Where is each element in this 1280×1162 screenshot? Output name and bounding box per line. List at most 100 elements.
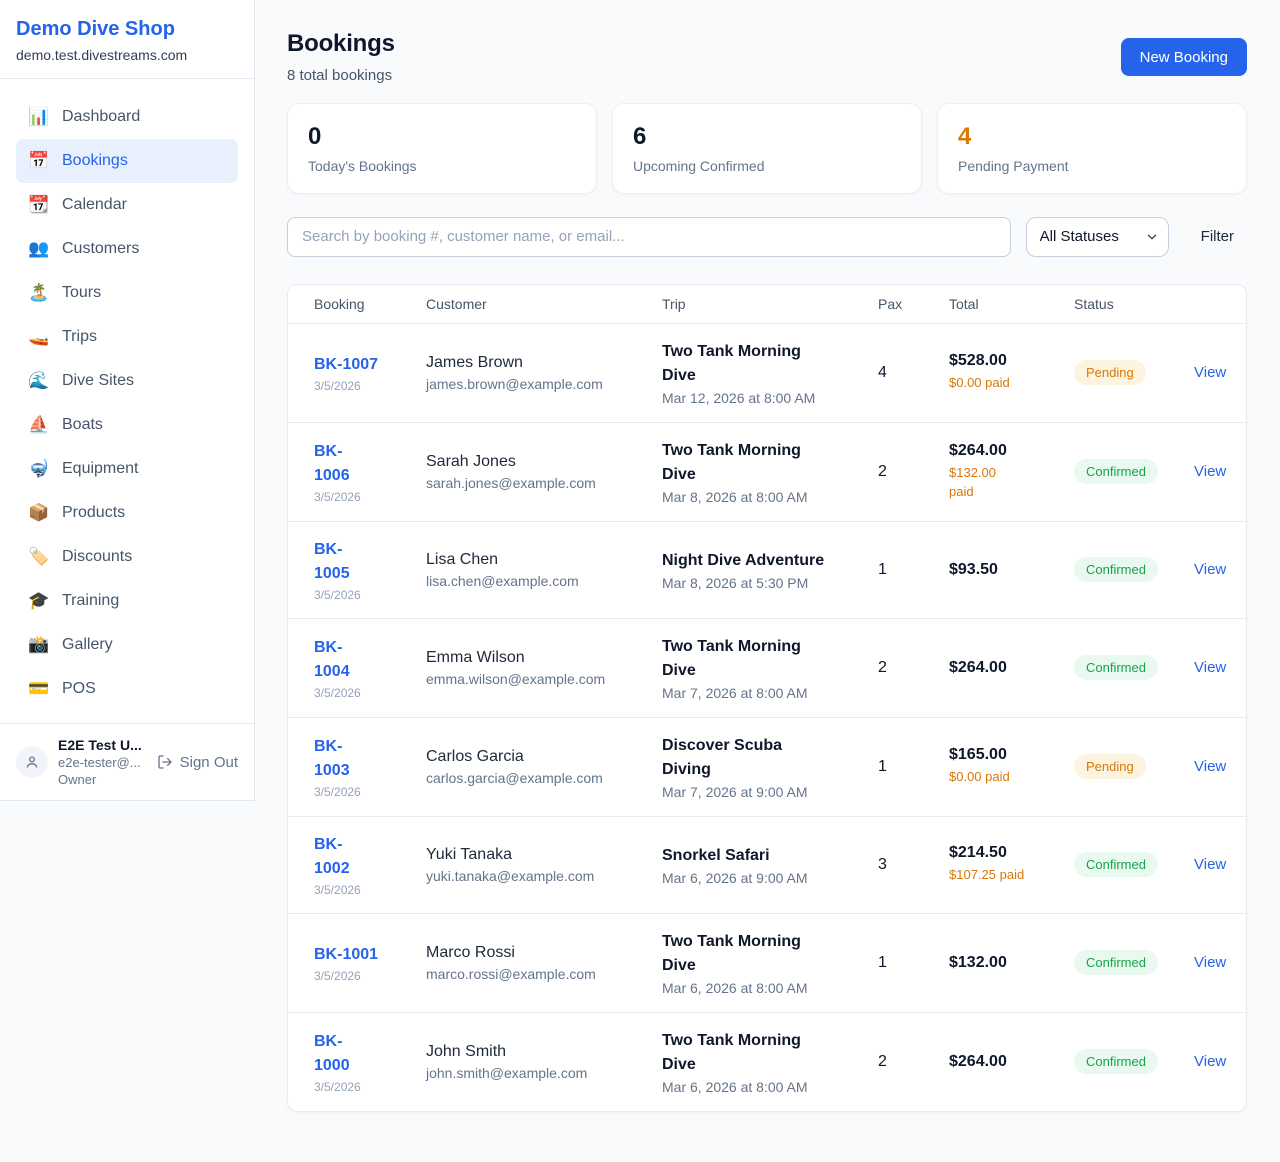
diving-mask-icon: 🤿 [28, 458, 50, 479]
pax-count: 3 [878, 855, 887, 873]
booking-date: 3/5/2026 [314, 587, 361, 602]
pax-count: 2 [878, 658, 887, 676]
sidebar-item-label: POS [62, 680, 96, 697]
view-link[interactable]: View [1194, 953, 1227, 971]
sidebar-item[interactable]: 📊 Dashboard [16, 95, 238, 139]
pax-count: 1 [878, 560, 887, 578]
booking-id-link[interactable]: BK- 1006 [314, 442, 350, 484]
sidebar-item-label: Gallery [62, 636, 113, 653]
trip-name: Two Tank Morning Dive [662, 1031, 801, 1073]
package-icon: 📦 [28, 502, 50, 523]
column-header-customer: Customer [426, 295, 487, 312]
filter-button[interactable]: Filter [1200, 228, 1234, 246]
total-amount: $264.00 [949, 441, 1007, 459]
column-header-booking: Booking [314, 295, 365, 312]
status-badge: Confirmed [1074, 1049, 1158, 1075]
search-input[interactable] [287, 216, 1011, 257]
sidebar-item[interactable]: 📅 Bookings [16, 139, 238, 183]
view-link[interactable]: View [1194, 462, 1227, 480]
trip-datetime: Mar 6, 2026 at 8:00 AM [662, 1078, 808, 1095]
booking-id-link[interactable]: BK- 1002 [314, 835, 350, 877]
trip-datetime: Mar 6, 2026 at 9:00 AM [662, 869, 808, 886]
total-amount: $93.50 [949, 560, 998, 578]
customer-name: John Smith [426, 1042, 507, 1060]
sidebar-item[interactable]: ⛵ Boats [16, 403, 238, 447]
sidebar-item[interactable]: 👥 Customers [16, 227, 238, 271]
status-badge: Pending [1074, 754, 1146, 780]
people-icon: 👥 [28, 238, 50, 259]
table-row: BK- 1005 3/5/2026 Lisa Chen lisa.chen@ex… [288, 522, 1246, 619]
stat-value: 4 [958, 123, 972, 150]
stat-label: Pending Payment [958, 157, 1069, 174]
trip-datetime: Mar 7, 2026 at 8:00 AM [662, 684, 808, 701]
total-amount: $264.00 [949, 658, 1007, 676]
tear-off-calendar-icon: 📆 [28, 194, 50, 215]
view-link[interactable]: View [1194, 658, 1227, 676]
sidebar-item[interactable]: 📆 Calendar [16, 183, 238, 227]
booking-id-link[interactable]: BK- 1005 [314, 540, 350, 582]
avatar [16, 746, 48, 778]
view-link[interactable]: View [1194, 1052, 1227, 1070]
sign-out-button[interactable]: Sign Out [157, 754, 238, 771]
trip-datetime: Mar 8, 2026 at 8:00 AM [662, 488, 808, 505]
status-select[interactable]: All Statuses [1025, 216, 1169, 257]
sidebar-item[interactable]: 🤿 Equipment [16, 447, 238, 491]
view-link[interactable]: View [1194, 757, 1227, 775]
sidebar-item[interactable]: 🎓 Training [16, 579, 238, 623]
calendar-icon: 📅 [28, 150, 50, 171]
booking-date: 3/5/2026 [314, 784, 361, 799]
table-row: BK- 1004 3/5/2026 Emma Wilson emma.wilso… [288, 619, 1246, 718]
sidebar-item-label: Products [62, 504, 126, 521]
stat-card: 4 Pending Payment [937, 103, 1247, 194]
customer-name: Lisa Chen [426, 550, 499, 568]
sidebar-item-label: Boats [62, 416, 103, 433]
brand-domain: demo.test.divestreams.com [16, 47, 188, 63]
stat-value: 6 [633, 123, 647, 150]
user-email: e2e-tester@... [58, 755, 141, 770]
booking-id-link[interactable]: BK-1007 [314, 355, 379, 373]
view-link[interactable]: View [1194, 363, 1227, 381]
booking-id-link[interactable]: BK- 1004 [314, 638, 350, 680]
booking-id-link[interactable]: BK-1001 [314, 945, 379, 963]
view-link[interactable]: View [1194, 855, 1227, 873]
paid-amount: $132.00 paid [949, 464, 996, 499]
trip-datetime: Mar 8, 2026 at 5:30 PM [662, 574, 809, 591]
sailboat-icon: ⛵ [28, 414, 50, 435]
booking-id-link[interactable]: BK- 1003 [314, 737, 350, 779]
booking-id-link[interactable]: BK- 1000 [314, 1032, 350, 1074]
new-booking-button[interactable]: New Booking [1120, 38, 1247, 76]
page-header: Bookings 8 total bookings New Booking [287, 30, 1247, 84]
brand: Demo Dive Shop demo.test.divestreams.com [0, 0, 254, 79]
sidebar-item[interactable]: 📦 Products [16, 491, 238, 535]
pax-count: 4 [878, 363, 887, 381]
column-header-total: Total [949, 295, 979, 312]
stat-value: 0 [308, 123, 322, 150]
paid-amount: $0.00 paid [949, 769, 1010, 785]
sidebar-item[interactable]: 🏝️ Tours [16, 271, 238, 315]
tag-icon: 🏷️ [28, 546, 50, 567]
bar-chart-icon: 📊 [28, 106, 50, 127]
sidebar-item[interactable]: 🌊 Dive Sites [16, 359, 238, 403]
stat-label: Today's Bookings [308, 157, 417, 174]
user-meta: E2E Test U... e2e-tester@... Owner [58, 737, 147, 787]
main-content: Bookings 8 total bookings New Booking 0 … [255, 0, 1280, 1112]
sidebar-item[interactable]: 🚤 Trips [16, 315, 238, 359]
filter-row: All Statuses Filter [287, 216, 1247, 257]
status-badge: Pending [1074, 360, 1146, 386]
sidebar-item[interactable]: 🏷️ Discounts [16, 535, 238, 579]
status-badge: Confirmed [1074, 557, 1158, 583]
pax-count: 1 [878, 757, 887, 775]
page-subtitle: 8 total bookings [287, 67, 393, 84]
customer-name: James Brown [426, 353, 523, 371]
trip-datetime: Mar 12, 2026 at 8:00 AM [662, 389, 816, 406]
sidebar-item[interactable]: 💳 POS [16, 667, 238, 711]
customer-name: Marco Rossi [426, 943, 515, 961]
view-link[interactable]: View [1194, 560, 1227, 578]
sidebar-item-label: Equipment [62, 460, 139, 477]
customer-email: sarah.jones@example.com [426, 474, 596, 491]
status-badge: Confirmed [1074, 950, 1158, 976]
sidebar-item-label: Bookings [62, 152, 128, 169]
sidebar-item[interactable]: 📸 Gallery [16, 623, 238, 667]
table-body: BK-1007 3/5/2026 James Brown james.brown… [288, 324, 1246, 1111]
camera-icon: 📸 [28, 634, 50, 655]
